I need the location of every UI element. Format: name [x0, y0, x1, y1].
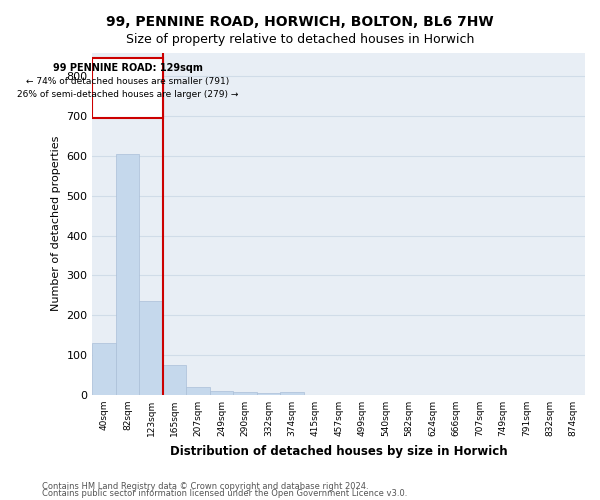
Bar [163, 365, 186, 395]
Bar [92, 343, 116, 395]
Bar [210, 391, 233, 395]
Bar [233, 392, 257, 395]
Bar [92, 58, 163, 118]
Bar [257, 393, 280, 395]
Text: Contains HM Land Registry data © Crown copyright and database right 2024.: Contains HM Land Registry data © Crown c… [42, 482, 368, 491]
Bar [186, 387, 210, 395]
Bar [116, 154, 139, 395]
Text: Size of property relative to detached houses in Horwich: Size of property relative to detached ho… [126, 32, 474, 46]
Text: 99, PENNINE ROAD, HORWICH, BOLTON, BL6 7HW: 99, PENNINE ROAD, HORWICH, BOLTON, BL6 7… [106, 15, 494, 29]
Text: Contains public sector information licensed under the Open Government Licence v3: Contains public sector information licen… [42, 490, 407, 498]
Bar [139, 302, 163, 395]
Text: ← 74% of detached houses are smaller (791): ← 74% of detached houses are smaller (79… [26, 76, 229, 86]
Text: 26% of semi-detached houses are larger (279) →: 26% of semi-detached houses are larger (… [17, 90, 238, 99]
Text: 99 PENNINE ROAD: 129sqm: 99 PENNINE ROAD: 129sqm [53, 62, 203, 72]
Bar [280, 392, 304, 395]
X-axis label: Distribution of detached houses by size in Horwich: Distribution of detached houses by size … [170, 444, 508, 458]
Y-axis label: Number of detached properties: Number of detached properties [51, 136, 61, 312]
